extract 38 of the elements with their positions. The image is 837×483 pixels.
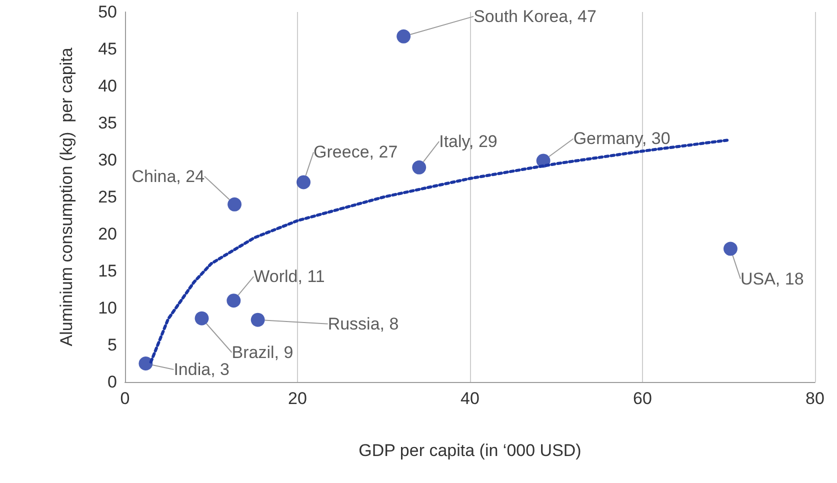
point — [296, 175, 311, 190]
data-label: Greece, 27 — [314, 142, 398, 162]
x-tick-label: 60 — [633, 389, 652, 408]
y-axis-title: Aluminium consumption (kg) per capita — [57, 47, 76, 346]
data-label: Germany, 30 — [573, 129, 670, 148]
point — [138, 356, 153, 370]
y-tick-label: 5 — [108, 336, 117, 354]
y-tick-label: 20 — [98, 224, 117, 244]
point — [194, 311, 209, 326]
point — [228, 197, 242, 212]
point — [396, 29, 411, 44]
y-tick-label: 0 — [108, 372, 117, 392]
data-label: India, 3 — [174, 360, 230, 379]
x-tick-label: 20 — [288, 389, 307, 408]
point — [412, 160, 426, 174]
data-label: USA, 18 — [740, 269, 804, 288]
point — [250, 312, 265, 327]
data-label: South Korea, 47 — [474, 6, 596, 26]
y-tick-label: 15 — [98, 262, 117, 280]
x-tick-label: 0 — [120, 389, 130, 408]
point — [723, 242, 738, 256]
point — [226, 294, 241, 308]
data-label: World, 11 — [254, 267, 325, 286]
y-tick-label: 50 — [98, 2, 117, 22]
y-tick-label: 45 — [98, 40, 117, 58]
y-tick-label: 10 — [98, 298, 117, 318]
x-tick-label: 80 — [806, 389, 824, 408]
y-tick-label: 25 — [98, 188, 117, 206]
data-label: Italy, 29 — [439, 132, 498, 151]
point — [536, 154, 550, 168]
y-tick-label: 35 — [98, 114, 117, 132]
data-label: Russia, 8 — [328, 314, 399, 334]
y-tick-label: 30 — [98, 150, 117, 170]
data-label: China, 24 — [132, 166, 205, 186]
data-label: Brazil, 9 — [232, 342, 294, 362]
x-tick-label: 40 — [460, 389, 480, 408]
x-axis-title: GDP per capita (in ‘000 USD) — [358, 441, 582, 460]
y-tick-label: 40 — [98, 76, 117, 96]
